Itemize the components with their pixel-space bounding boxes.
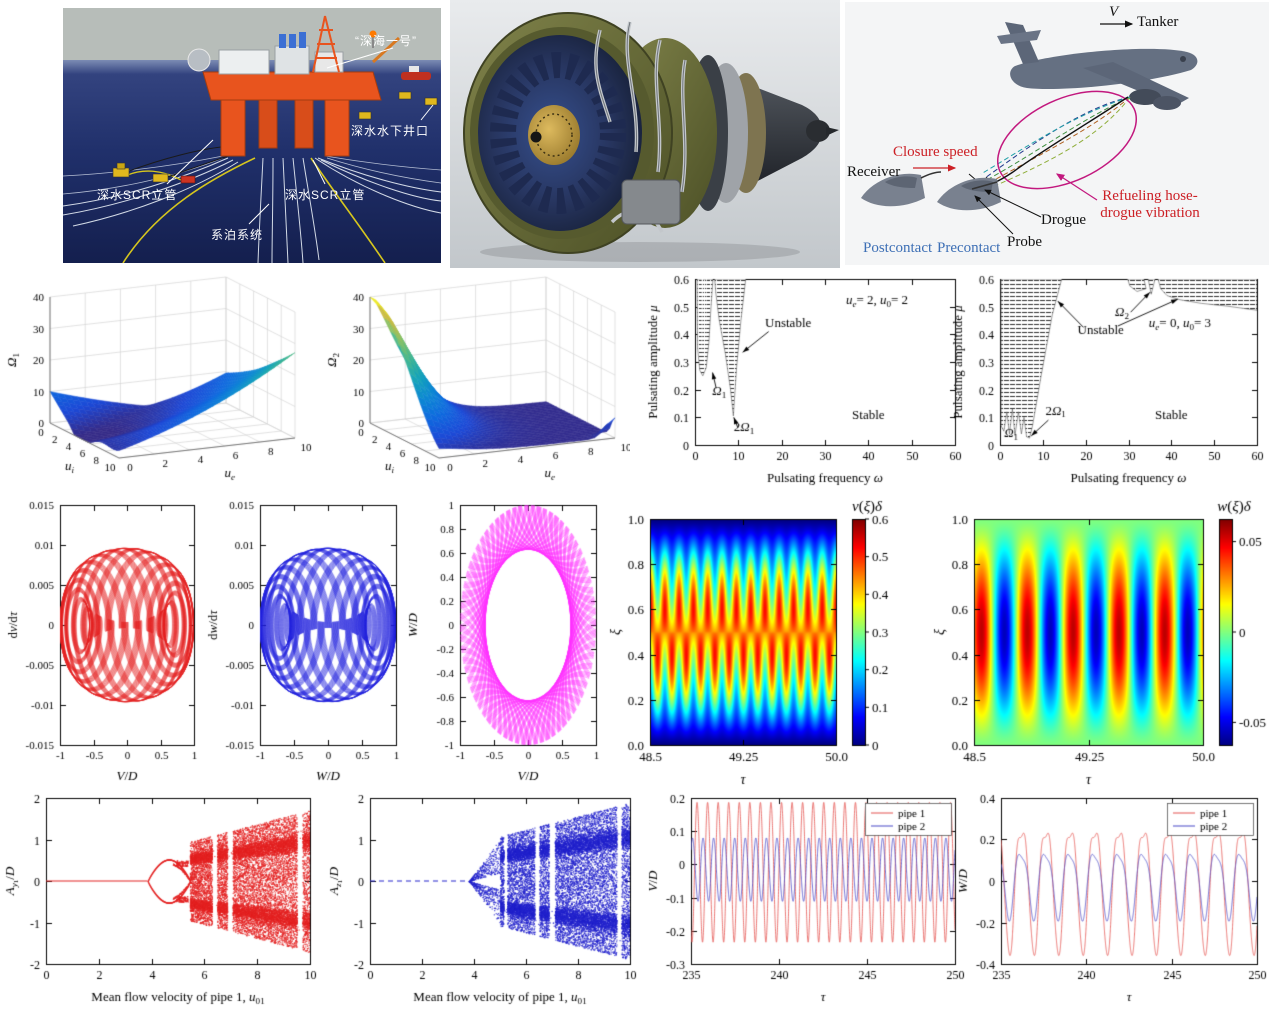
accessory-gearbox	[621, 179, 681, 225]
surface-plot-omega2	[322, 273, 630, 487]
flare	[369, 30, 377, 38]
phase-portrait-v	[6, 495, 206, 793]
spinner-tip	[530, 131, 542, 143]
bifurcation-z	[326, 790, 642, 1010]
probe-postcontact	[920, 171, 942, 179]
heatmap-w	[928, 497, 1269, 791]
velocity-label: V	[1109, 4, 1119, 20]
engine-piping-shade	[595, 21, 686, 193]
phase-portrait-w	[206, 495, 408, 793]
offshore-platform-scene	[63, 8, 441, 263]
annotation-arrows	[913, 20, 1134, 235]
fan-blades	[490, 52, 626, 214]
exhaust-nozzle	[750, 85, 822, 185]
stability-map-2	[950, 271, 1269, 491]
fan-assembly	[463, 12, 673, 254]
stability-map-1-canvas	[645, 271, 967, 491]
mooring-lines	[63, 155, 441, 195]
leader-lines	[166, 47, 434, 225]
heatmap-w-canvas	[928, 497, 1269, 791]
receiver-label: Receiver	[847, 164, 901, 180]
phase-portrait-vw-canvas	[406, 495, 608, 793]
hose-vibration-trajectories	[980, 96, 1131, 189]
phase-portrait-w-canvas	[206, 495, 408, 793]
probe-label: Probe	[1007, 234, 1042, 250]
postcontact-label: Postcontact	[863, 240, 933, 256]
heatmap-v-canvas	[604, 497, 902, 791]
vibration-ellipse	[996, 90, 1138, 190]
scr-riser-right-label: 深水SCR立管	[285, 188, 366, 202]
heatmap-v	[604, 497, 902, 791]
phase-portrait-v-canvas	[6, 495, 206, 793]
surface-plot-omega1	[2, 273, 320, 487]
mooring-system-label: 系泊系统	[211, 228, 264, 242]
derrick	[312, 15, 340, 73]
receiver-postcontact	[861, 171, 942, 207]
surface-plot-omega2-canvas	[322, 273, 630, 487]
scr-riser-left-label: 深水SCR立管	[97, 188, 178, 202]
phase-portrait-vw	[406, 495, 608, 793]
aerial-refueling-figure: V Tanker Closure speed Receiver Postcont…	[845, 2, 1269, 265]
helideck	[187, 48, 211, 72]
bifurcation-y	[2, 790, 322, 1010]
support-vessel	[401, 72, 431, 80]
turbofan-engine-scene	[450, 0, 840, 268]
yellow-risers	[122, 157, 386, 263]
timeseries-w	[955, 790, 1269, 1010]
receiver-precontact	[937, 177, 1001, 211]
timeseries-v-canvas	[645, 790, 967, 1010]
tanker-tail-fin	[1005, 22, 1039, 64]
stability-map-1	[645, 271, 967, 491]
subsea-equipment	[112, 66, 438, 184]
bifurcation-y-canvas	[2, 790, 322, 1010]
tanker-wing	[1083, 62, 1189, 106]
stability-map-2-canvas	[950, 271, 1269, 491]
wellhead-label: 深水水下井口	[351, 124, 430, 138]
tanker-label: Tanker	[1137, 14, 1179, 30]
platform-name-label: “深海一号”	[355, 34, 417, 48]
drogue-label: Drogue	[1041, 212, 1086, 228]
probe-precontact	[971, 181, 998, 190]
bifurcation-z-canvas	[326, 790, 642, 1010]
turbofan-engine-figure	[450, 0, 840, 268]
timeseries-v	[645, 790, 967, 1010]
hose-drogue-vibration-label: Refueling hose-drogue vibration	[1100, 188, 1200, 222]
surface-plot-omega1-canvas	[2, 273, 320, 487]
aerial-refueling-scene	[845, 2, 1269, 265]
offshore-platform-figure: “深海一号” 深水水下井口 深水SCR立管 深水SCR立管 系泊系统	[63, 8, 441, 263]
closure-speed-label: Closure speed	[893, 144, 978, 160]
precontact-label: Precontact	[937, 240, 1001, 256]
timeseries-w-canvas	[955, 790, 1269, 1010]
tanker-aircraft	[997, 22, 1198, 110]
semisubmersible-platform	[187, 15, 401, 157]
scr-risers	[63, 157, 441, 263]
